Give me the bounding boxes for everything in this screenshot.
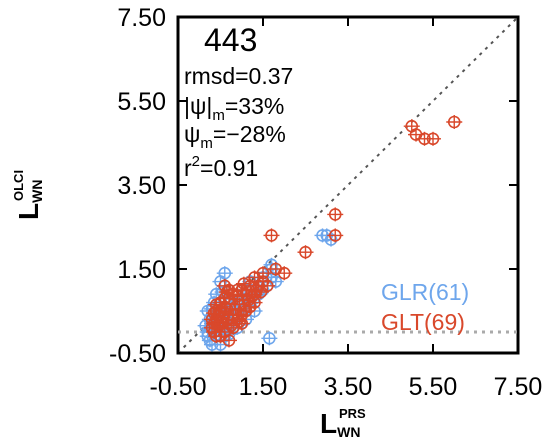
- y-axis-label-sub: WN: [29, 180, 45, 203]
- axis-ticks: -0.50 1.50 3.50 5.50 7.50 -0.50 1.50 3.50 5.50 7.…: [109, 4, 542, 401]
- y-tick-label: 1.50: [117, 256, 166, 284]
- data-point: [276, 266, 293, 281]
- stat-mean-abs-diff-value: =33%: [225, 93, 284, 119]
- stat-mean-diff: ψm=−28%: [184, 121, 286, 152]
- data-point: [221, 333, 237, 348]
- data-point: [231, 314, 248, 329]
- y-axis-label: LWN: [13, 180, 45, 220]
- panel-title: 443: [204, 22, 257, 58]
- stat-r-squared-sup: 2: [192, 153, 200, 170]
- x-tick-label: 7.50: [494, 373, 543, 401]
- x-axis-label: LWN: [320, 408, 360, 440]
- data-point: [261, 331, 278, 346]
- data-point: [235, 276, 252, 291]
- stat-mean-diff-prefix: ψ: [184, 121, 200, 147]
- data-point: [255, 266, 271, 281]
- data-point: [425, 131, 441, 146]
- data-point: [327, 228, 344, 243]
- data-point: [221, 283, 237, 297]
- legend-entry-glt: GLT(69): [381, 309, 465, 335]
- data-point: [297, 245, 314, 260]
- stat-rmsd: rmsd=0.37: [184, 63, 293, 89]
- x-axis-label-sup: PRS: [339, 406, 366, 421]
- data-point: [216, 266, 233, 281]
- series-glt: [204, 115, 463, 348]
- data-point: [225, 320, 242, 335]
- stat-mean-diff-value: =−28%: [213, 121, 286, 147]
- legend: GLR(61) GLT(69): [381, 279, 469, 335]
- statistics-block: rmsd=0.37 |ψ|m=33% ψm=−28% r2=0.91: [184, 63, 293, 181]
- data-point: [235, 301, 252, 316]
- data-point: [259, 278, 276, 293]
- data-points: [197, 115, 463, 352]
- stat-r-squared-prefix: r: [184, 155, 192, 181]
- x-tick-label: 3.50: [324, 373, 373, 401]
- x-tick-label: 5.50: [409, 373, 458, 401]
- y-axis-label-group: LWN OLCI: [11, 170, 45, 220]
- y-tick-label: 5.50: [117, 88, 166, 116]
- data-point: [218, 285, 235, 300]
- stat-r-squared: r2=0.91: [184, 153, 258, 181]
- data-point: [212, 314, 229, 329]
- stat-mean-abs-diff-prefix: |ψ|: [184, 93, 212, 119]
- data-point: [263, 228, 280, 243]
- legend-entry-glr: GLR(61): [381, 279, 469, 305]
- x-tick-label: -0.50: [150, 373, 207, 401]
- x-axis-label-sub: WN: [337, 424, 360, 440]
- y-tick-label: 7.50: [117, 4, 166, 32]
- stat-mean-abs-diff-sub: m: [212, 107, 225, 124]
- stat-mean-abs-diff: |ψ|m=33%: [184, 93, 284, 124]
- stat-r-squared-value: =0.91: [200, 155, 258, 181]
- data-point: [229, 289, 246, 304]
- data-point: [446, 115, 463, 129]
- data-point: [246, 295, 263, 310]
- y-tick-label: 3.50: [117, 172, 166, 200]
- y-axis-label-sup: OLCI: [11, 170, 26, 201]
- data-point: [208, 297, 225, 312]
- x-axis-label-main: L: [320, 408, 337, 439]
- y-axis-label-main: L: [13, 203, 44, 220]
- stat-mean-diff-sub: m: [200, 135, 213, 152]
- data-point: [252, 285, 269, 300]
- y-tick-label: -0.50: [109, 340, 166, 368]
- data-point: [327, 207, 344, 222]
- x-tick-label: 1.50: [239, 373, 288, 401]
